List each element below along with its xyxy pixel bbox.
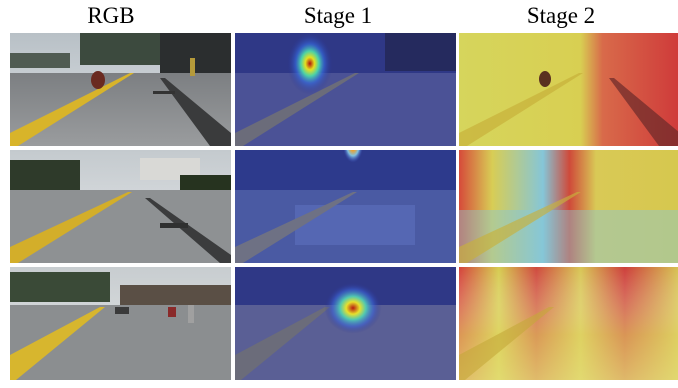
stage-2-heatmap-row-2 (459, 150, 678, 263)
column-title-rgb: RGB (87, 3, 135, 28)
image-grid (10, 33, 678, 381)
rgb-image-row-3 (10, 267, 231, 380)
stage-2-heatmap-row-1 (459, 33, 678, 146)
stage-2-heatmap-row-3 (459, 267, 678, 380)
column-title-stage-2: Stage 2 (526, 3, 596, 28)
rgb-image-row-1 (10, 33, 231, 146)
column-title-stage-1: Stage 1 (303, 3, 373, 28)
stage-1-heatmap-row-3 (235, 267, 456, 380)
stage-1-heatmap-row-2 (235, 150, 456, 263)
rgb-image-row-2 (10, 150, 231, 263)
stage-1-heatmap-row-1 (235, 33, 456, 146)
